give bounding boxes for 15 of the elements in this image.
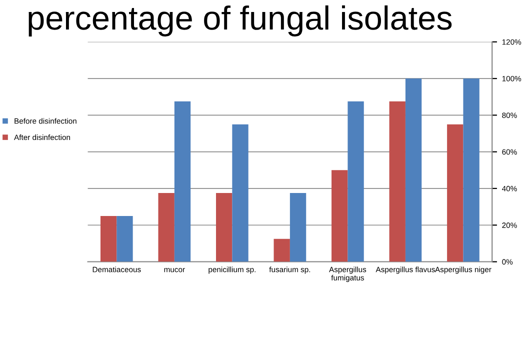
bar — [447, 124, 464, 262]
bar — [232, 124, 248, 262]
bar — [274, 238, 290, 262]
bar — [463, 78, 480, 262]
bar — [389, 101, 406, 262]
bar — [158, 193, 174, 262]
bar — [100, 216, 117, 262]
bar — [116, 216, 133, 262]
bar — [290, 193, 306, 262]
bar — [332, 170, 348, 262]
bar — [216, 193, 232, 262]
bar — [174, 101, 191, 262]
chart-title: percentage of fungal isolates — [28, 5, 452, 36]
bar — [348, 101, 364, 262]
bar — [405, 78, 422, 262]
